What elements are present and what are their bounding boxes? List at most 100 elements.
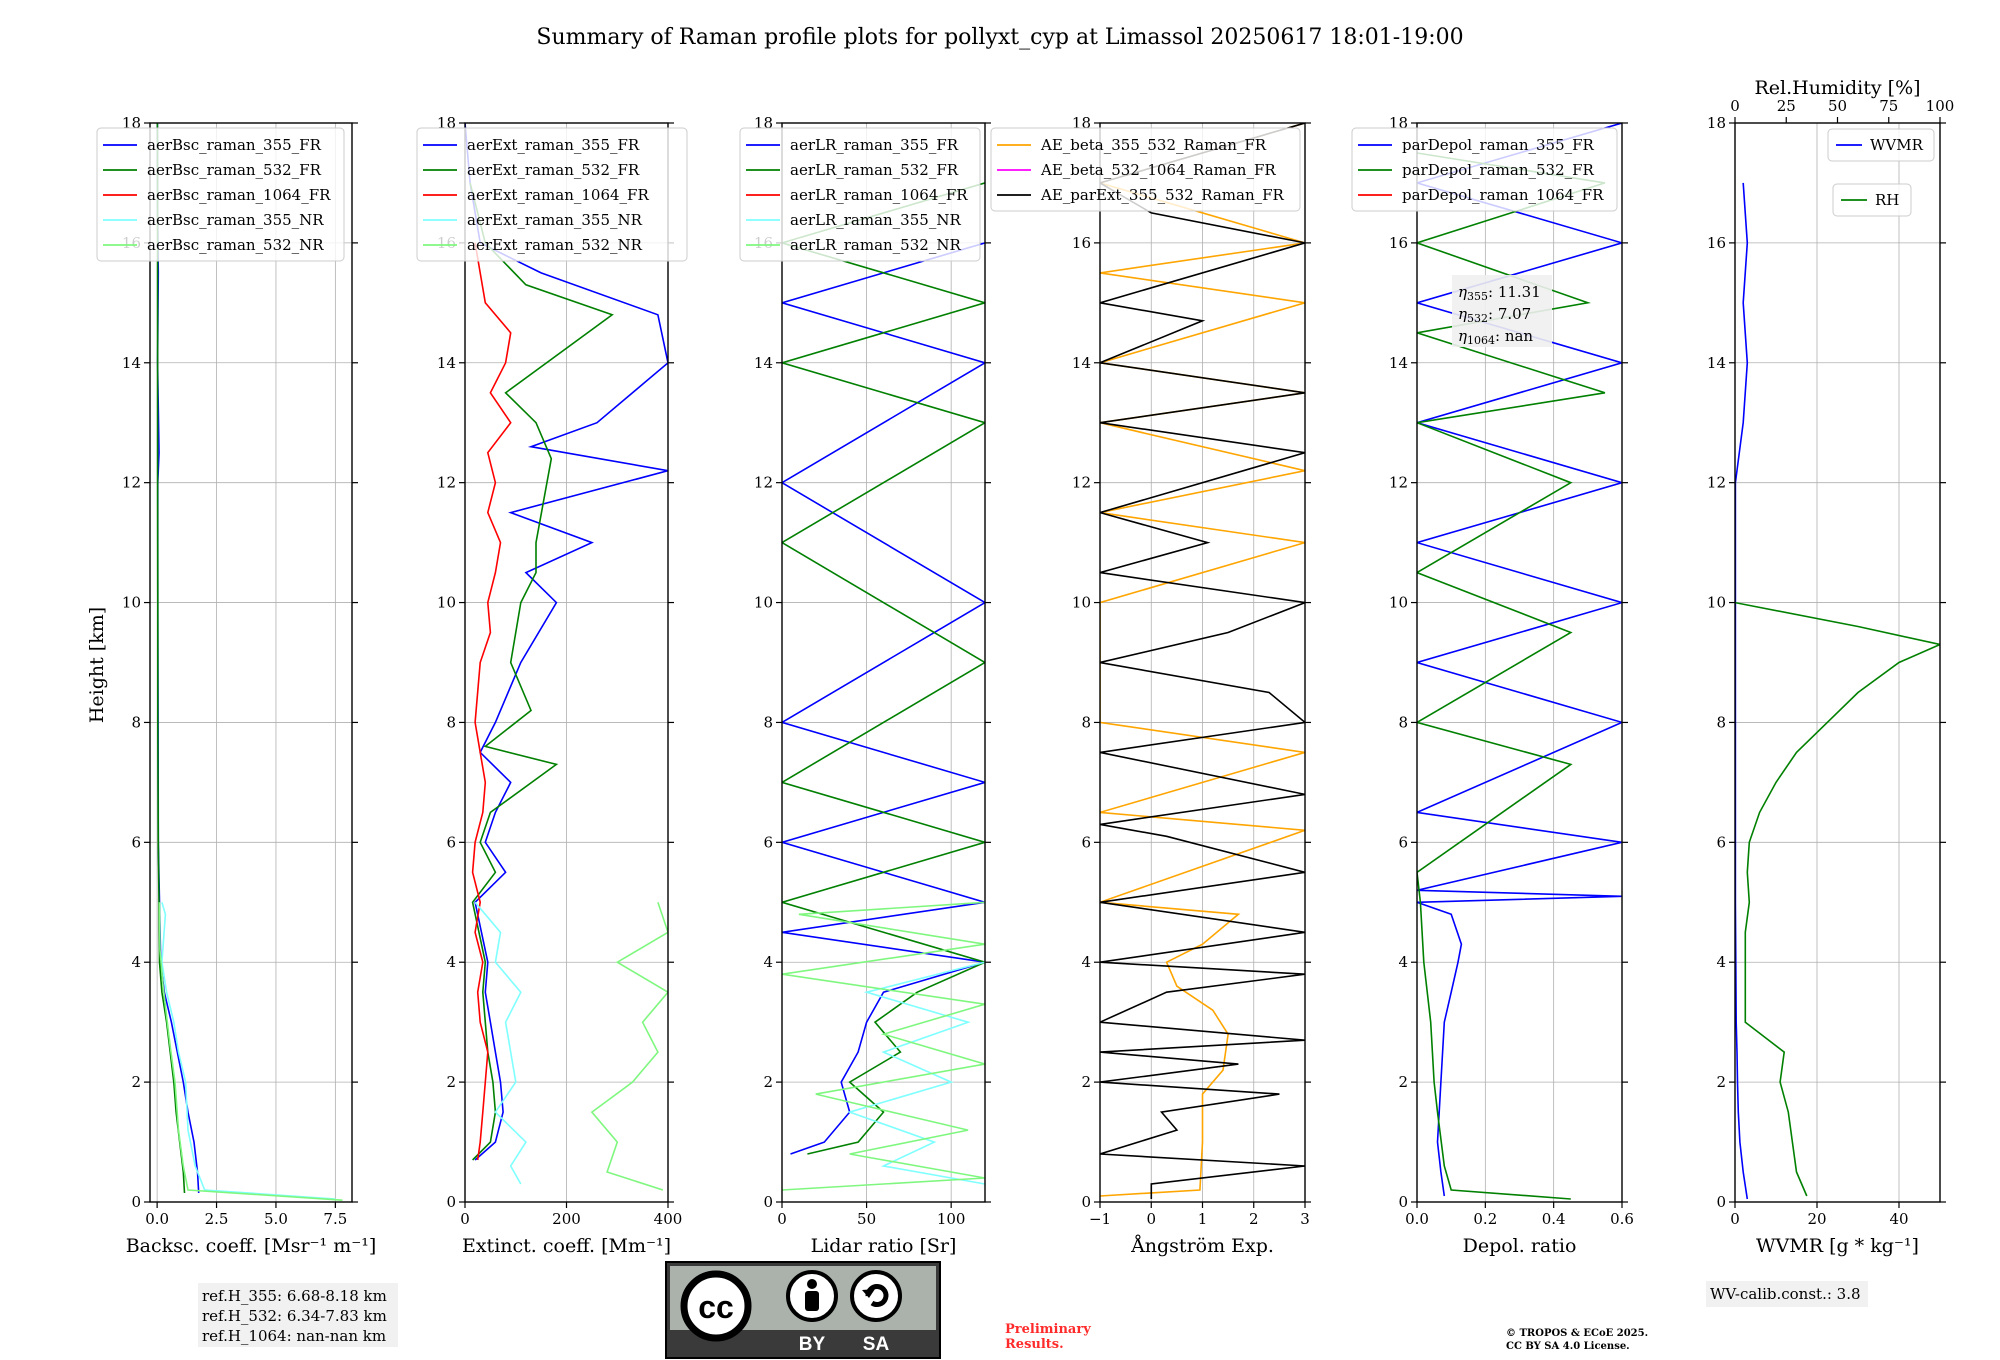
y-tick-label: 6 — [763, 833, 773, 851]
legend-label: aerBsc_raman_1064_FR — [147, 186, 331, 204]
y-tick-label: 14 — [122, 354, 141, 372]
y-tick-label: 12 — [1707, 474, 1726, 492]
x-tick-label: 2 — [1249, 1210, 1259, 1228]
y-axis-label: Height [km] — [86, 607, 108, 723]
info-line: ref.H_532: 6.34-7.83 km — [202, 1307, 387, 1325]
x-tick-label: 0.6 — [1610, 1210, 1634, 1228]
series-line-parDepol_raman_355_FR — [1417, 123, 1622, 1197]
y-tick-label: 2 — [131, 1073, 141, 1091]
top-tick-label: 100 — [1926, 97, 1955, 115]
legend-label: aerBsc_raman_532_NR — [147, 236, 324, 254]
series-line-aerBsc_raman_532_FR — [156, 123, 186, 1194]
y-tick-label: 8 — [1716, 713, 1726, 731]
x-tick-label: 0 — [460, 1210, 470, 1228]
x-tick-label: 20 — [1807, 1210, 1826, 1228]
legend-label: RH — [1875, 191, 1899, 209]
y-tick-label: 14 — [1072, 354, 1091, 372]
panel-extinction: 0246810121416180200400Extinct. coeff. [M… — [416, 114, 688, 1257]
y-tick-label: 14 — [437, 354, 456, 372]
y-tick-label: 12 — [754, 474, 773, 492]
x-tick-label: 200 — [552, 1210, 581, 1228]
legend-label: AE_beta_532_1064_Raman_FR — [1040, 161, 1276, 179]
y-tick-label: 12 — [1389, 474, 1408, 492]
info-line: ref.H_355: 6.68-8.18 km — [202, 1287, 387, 1305]
preliminary-line-2: Results. — [1005, 1337, 1064, 1352]
y-tick-label: 0 — [1081, 1193, 1091, 1211]
legend-label: aerBsc_raman_355_NR — [147, 211, 324, 229]
legend-label: aerLR_raman_532_NR — [790, 236, 961, 254]
by-label: BY — [799, 1334, 826, 1355]
legend-label: parDepol_raman_355_FR — [1402, 136, 1595, 154]
x-tick-label: −1 — [1089, 1210, 1111, 1228]
y-tick-label: 0 — [1398, 1193, 1408, 1211]
x-tick-label: 2.5 — [205, 1210, 229, 1228]
info-line: WV-calib.const.: 3.8 — [1710, 1285, 1861, 1303]
series-line-aerBsc_raman_355_NR — [161, 902, 336, 1200]
legend-box — [416, 127, 688, 262]
y-tick-label: 8 — [1398, 713, 1408, 731]
cc-license-badge[interactable]: cc BY SA — [665, 1261, 941, 1359]
series-line-aerBsc_raman_532_NR — [158, 902, 343, 1201]
copyright-line-1: © TROPOS & ECoE 2025. — [1506, 1328, 1648, 1339]
top-axis-label: Rel.Humidity [%] — [1754, 77, 1920, 99]
y-tick-label: 4 — [1716, 953, 1726, 971]
legend-label: aerBsc_raman_355_FR — [147, 136, 322, 154]
y-tick-label: 8 — [446, 713, 456, 731]
x-tick-label: 0.0 — [145, 1210, 169, 1228]
x-axis-label: WVMR [g * kg⁻¹] — [1756, 1235, 1919, 1257]
y-tick-label: 10 — [754, 594, 773, 612]
legend-label: parDepol_raman_1064_FR — [1402, 186, 1604, 204]
y-tick-label: 12 — [437, 474, 456, 492]
legend-box — [739, 127, 981, 262]
x-axis-label: Lidar ratio [Sr] — [811, 1235, 957, 1257]
eta-355: η355: 11.31 — [1458, 283, 1541, 303]
top-tick-label: 50 — [1828, 97, 1847, 115]
footer: cc BY SA Preliminary Results. © TROPOS &… — [665, 1261, 1648, 1359]
y-tick-label: 14 — [1389, 354, 1408, 372]
y-tick-label: 8 — [131, 713, 141, 731]
legend-label: aerExt_raman_1064_FR — [467, 186, 649, 204]
legend-label: aerLR_raman_355_FR — [790, 136, 959, 154]
y-tick-label: 16 — [1389, 234, 1408, 252]
y-tick-label: 2 — [1081, 1073, 1091, 1091]
legend-label: aerLR_raman_1064_FR — [790, 186, 968, 204]
y-tick-label: 8 — [763, 713, 773, 731]
legend-label: WVMR — [1870, 136, 1924, 154]
y-tick-label: 4 — [446, 953, 456, 971]
cc-logo-text: cc — [698, 1289, 734, 1325]
series-line-aerLR_raman_532_NR — [782, 901, 985, 1191]
x-tick-label: 7.5 — [323, 1210, 347, 1228]
series-line-aerExt_raman_1064_FR — [471, 242, 512, 1161]
legend-label: aerLR_raman_532_FR — [790, 161, 959, 179]
x-tick-label: 0 — [1730, 1210, 1740, 1228]
series-line-AE_beta_355_532_Raman_FR — [1100, 123, 1305, 1197]
series-line-aerLR_raman_355_FR — [782, 242, 985, 1155]
y-tick-label: 6 — [1716, 833, 1726, 851]
y-tick-label: 16 — [1707, 234, 1726, 252]
x-tick-label: 3 — [1300, 1210, 1310, 1228]
x-tick-label: 100 — [937, 1210, 966, 1228]
y-tick-label: 14 — [1707, 354, 1726, 372]
y-tick-label: 0 — [763, 1193, 773, 1211]
top-tick-label: 25 — [1777, 97, 1796, 115]
y-tick-label: 4 — [1398, 953, 1408, 971]
y-tick-label: 2 — [1398, 1073, 1408, 1091]
y-tick-label: 0 — [1716, 1193, 1726, 1211]
y-tick-label: 0 — [446, 1193, 456, 1211]
y-tick-label: 10 — [437, 594, 456, 612]
x-tick-label: 0.0 — [1405, 1210, 1429, 1228]
x-tick-label: 5.0 — [264, 1210, 288, 1228]
legend-box — [96, 127, 345, 262]
x-tick-label: 400 — [654, 1210, 683, 1228]
y-tick-label: 18 — [1707, 114, 1726, 132]
chart-title: Summary of Raman profile plots for polly… — [536, 25, 1463, 50]
info-box — [1706, 1281, 1868, 1307]
series-line-aerExt_raman_532_FR — [469, 182, 614, 1161]
x-axis-label: Ångström Exp. — [1130, 1235, 1274, 1257]
series-line-aerLR_raman_355_NR — [847, 961, 985, 1185]
y-tick-label: 2 — [1716, 1073, 1726, 1091]
